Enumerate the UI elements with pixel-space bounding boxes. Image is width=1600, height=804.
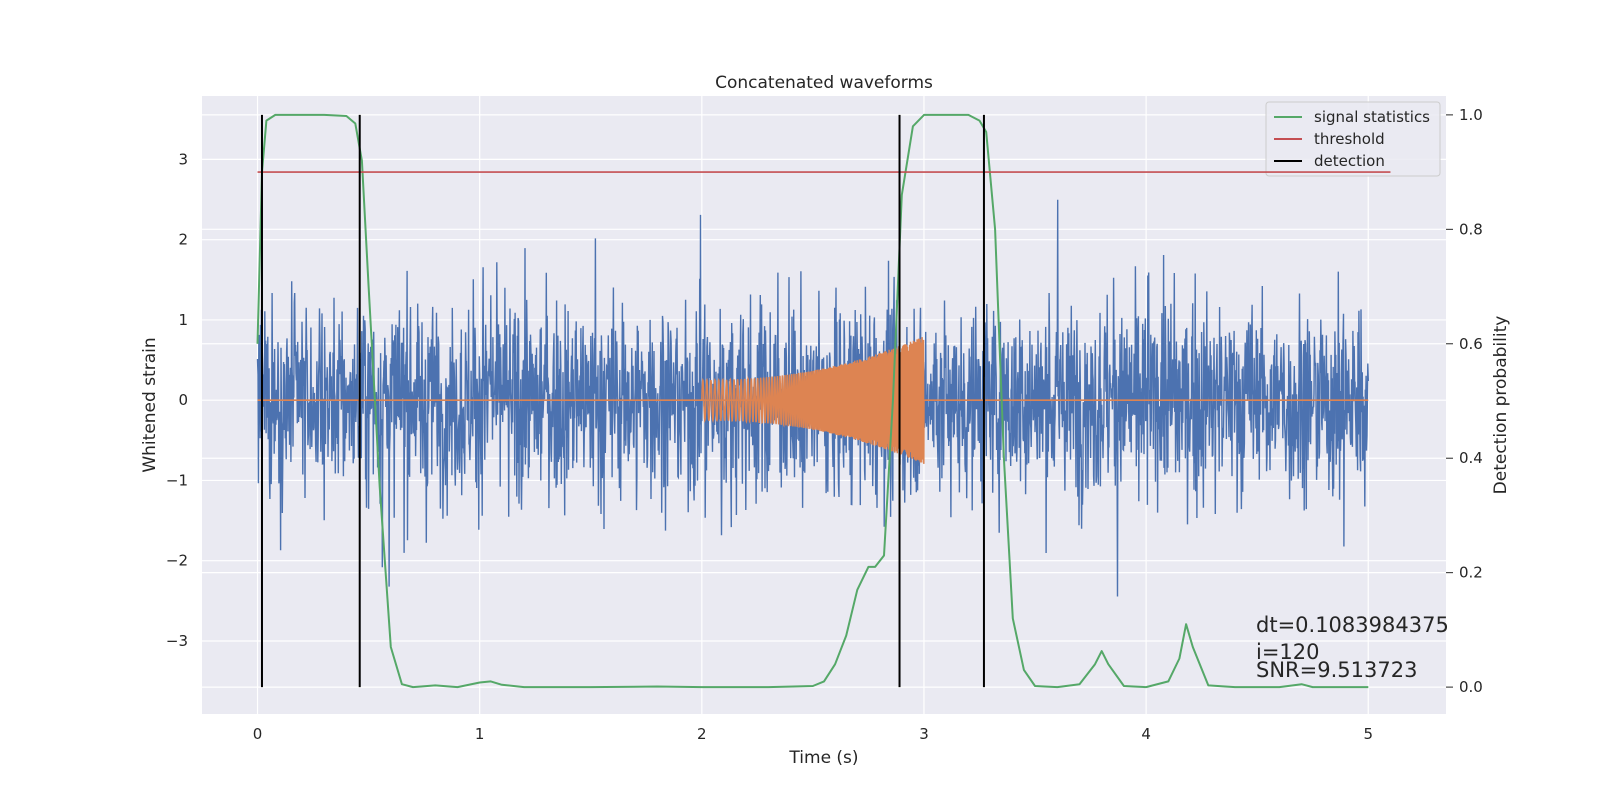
x-tick-label: 1 (475, 725, 485, 743)
y2-tick-label: 0.2 (1459, 564, 1483, 582)
y-tick-label: 2 (178, 231, 188, 249)
injected-waveform-line (701, 337, 925, 464)
x-axis-label: Time (s) (788, 748, 858, 768)
y2-tick-label: 0.8 (1459, 220, 1483, 238)
x-tick-label: 4 (1141, 725, 1151, 743)
x-tick-label: 0 (253, 725, 263, 743)
legend-label: detection (1314, 152, 1385, 170)
legend: signal statistics threshold detection (1265, 101, 1441, 177)
y-axis-label: Whitened strain (140, 337, 160, 472)
annotation-dt: dt=0.1083984375 (1256, 613, 1449, 637)
y2-axis-label: Detection probability (1491, 316, 1511, 495)
ticks-group: 0 1 2 3 4 5 −3 −2 −1 0 1 2 3 0.0 0.2 0.4 0.6 0.8 1.0 (166, 106, 1483, 743)
y2-tick-label: 0.0 (1459, 678, 1483, 696)
y-tick-label: −2 (166, 552, 188, 570)
signal-statistics-line (256, 113, 1369, 689)
y2-tick-label: 1.0 (1459, 106, 1483, 124)
legend-label: signal statistics (1314, 108, 1430, 126)
chart-title: Concatenated waveforms (715, 73, 933, 93)
y-tick-label: −1 (166, 471, 188, 489)
whitened-strain-line (256, 199, 1369, 597)
annotation-i: i=120 (1256, 640, 1320, 664)
y2-tick-label: 0.6 (1459, 335, 1483, 353)
x-tick-label: 5 (1363, 725, 1373, 743)
legend-label: threshold (1314, 130, 1385, 148)
x-tick-label: 3 (919, 725, 929, 743)
y2-tick-label: 0.4 (1459, 449, 1483, 467)
y-tick-label: −3 (166, 632, 188, 650)
legend-box (1265, 101, 1441, 177)
y-tick-label: 3 (178, 150, 188, 168)
y-tick-label: 0 (178, 391, 188, 409)
x-tick-label: 2 (697, 725, 707, 743)
y-tick-label: 1 (178, 311, 188, 329)
series-group (256, 113, 1369, 689)
annotation-snr: SNR=9.513723 (1256, 658, 1417, 682)
